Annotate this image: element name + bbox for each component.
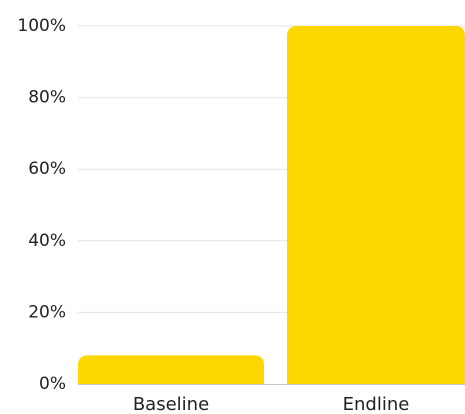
bar-endline bbox=[287, 26, 465, 384]
y-tick-labels: 0% 20% 40% 60% 80% 100% bbox=[17, 16, 66, 394]
x-tick-label: Endline bbox=[343, 394, 410, 414]
y-tick-label: 40% bbox=[28, 231, 66, 251]
y-tick-label: 0% bbox=[39, 374, 66, 394]
bar-baseline bbox=[78, 355, 264, 384]
y-tick-label: 80% bbox=[28, 88, 66, 108]
y-tick-label: 60% bbox=[28, 159, 66, 179]
y-tick-label: 20% bbox=[28, 302, 66, 322]
y-tick-label: 100% bbox=[17, 16, 66, 36]
x-tick-label: Baseline bbox=[133, 394, 209, 414]
x-tick-labels: Baseline Endline bbox=[133, 394, 410, 414]
bars bbox=[78, 26, 465, 384]
